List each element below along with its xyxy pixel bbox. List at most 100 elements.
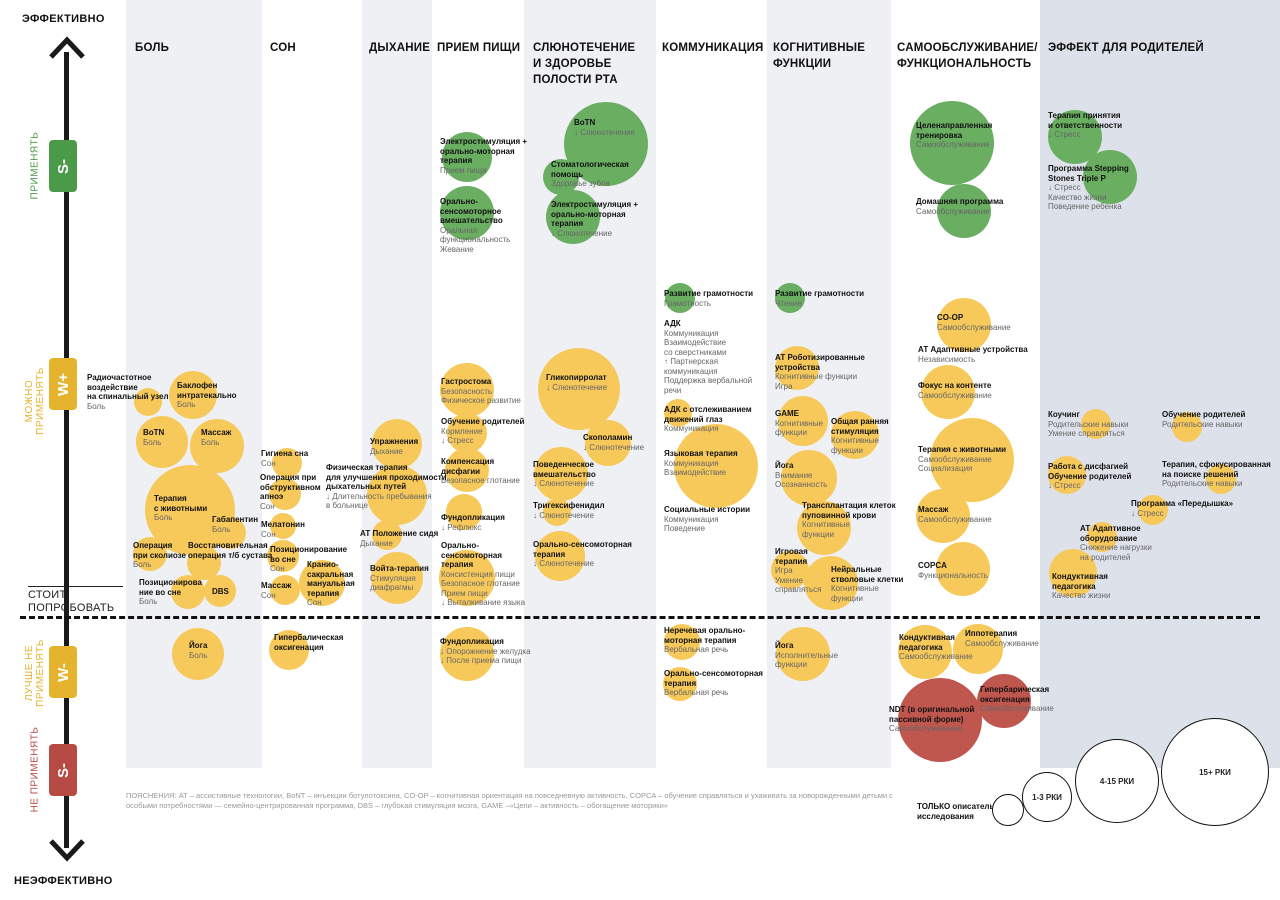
intervention-name: Целенаправленная тренировка — [916, 121, 993, 140]
intervention-name: Электростимуляция + орально-моторная тер… — [551, 200, 639, 228]
bubble-72 — [1138, 495, 1168, 525]
intervention-outcome: ↓ Опорожнение желудка ↓ После приема пищ… — [440, 646, 531, 666]
bubble-label-0: Радиочастотное воздействие на спинальный… — [87, 373, 169, 411]
bubble-label-52: Нейральные стволовые клетки Когнитивные ф… — [831, 565, 903, 603]
axis-top-label: ЭФФЕКТИВНО — [22, 13, 105, 25]
intervention-name: Трансплантация клеток пуповинной крови — [802, 501, 896, 520]
bubble-label-63: Иппотерапия Самообслуживание — [965, 629, 1039, 648]
threshold-dashed-line — [20, 616, 1260, 619]
intervention-name: Орально- сенсомоторное вмешательство — [440, 197, 503, 225]
intervention-outcome: ↓ Слюнотечение — [533, 559, 595, 568]
bubble-24 — [440, 363, 494, 417]
intervention-outcome: Боль — [177, 400, 196, 409]
bubble-label-38: Развитие грамотности Грамотность — [664, 289, 753, 308]
intervention-outcome: Прием пищи — [440, 165, 487, 175]
intervention-outcome: Когнитивные функции — [831, 584, 879, 603]
intervention-name: АДК с отслеживанием движений глаз — [664, 405, 752, 424]
intervention-name: Стоматологическая помощь — [551, 160, 629, 179]
level-label-do-not-apply: НЕ ПРИМЕНЯТЬ — [29, 726, 41, 813]
intervention-outcome: ↓ Рефлюкс — [441, 522, 482, 532]
intervention-name: Орально- сенсомоторная терапия — [441, 541, 502, 569]
intervention-name: Компенсация дисфагии — [441, 457, 495, 476]
bubble-label-58: Фокус на контенте Самообслуживание — [918, 381, 992, 400]
header-breathing: ДЫХАНИЕ — [369, 42, 431, 54]
bubble-label-43: Неречевая орально- моторная терапия Верба… — [664, 626, 745, 655]
bubble-62 — [898, 625, 952, 679]
intervention-name: АДК — [664, 319, 681, 328]
level-badge-weak-negative: W- — [49, 646, 77, 698]
intervention-name: Баклофен интратекально — [177, 381, 237, 400]
header-pain: БОЛЬ — [135, 42, 170, 54]
bubble-label-47: GAME Когнитивные функции — [775, 409, 823, 438]
intervention-outcome: Независимость — [918, 354, 976, 364]
intervention-outcome: Самообслуживание — [899, 652, 973, 661]
axis-arrow-up-icon — [49, 36, 85, 59]
intervention-outcome: Сон — [270, 564, 285, 573]
bubble-label-33: Гликопирролат ↓ Слюнотечение — [546, 373, 607, 392]
intervention-name: NDT (в оригинальной пассивной форме) — [889, 705, 975, 724]
header-eating: ПРИЕМ ПИЩИ — [437, 42, 521, 54]
intervention-name: Йога — [775, 641, 794, 650]
intervention-outcome: Родительские навыки — [1162, 479, 1243, 488]
bubble-label-69: Обучение родителей Родительские навыки — [1162, 410, 1245, 429]
bubble-label-62: Кондуктивная педагогика Самообслуживание — [899, 633, 973, 662]
bubble-26 — [445, 448, 489, 492]
header-saliva: СЛЮНОТЕЧЕНИЕ И ЗДОРОВЬЕ ПОЛОСТИ РТА — [533, 42, 636, 86]
intervention-outcome: Боль — [212, 524, 231, 534]
header-communication: КОММУНИКАЦИЯ — [662, 42, 764, 54]
bubble-37 — [535, 531, 585, 581]
intervention-name: Фокус на контенте — [918, 381, 992, 390]
header-selfcare: САМООБСЛУЖИВАНИЕ/ ФУНКЦИОНАЛЬНОСТЬ — [897, 42, 1038, 70]
bubble-label-2: BoTN Боль — [143, 428, 164, 447]
intervention-outcome: Стимуляция диафрагмы — [370, 573, 416, 593]
intervention-name: Йога — [189, 641, 208, 650]
intervention-outcome: Самообслуживание — [965, 638, 1039, 648]
bubble-label-27: Фундопликация ↓ Рефлюкс — [441, 513, 505, 532]
intervention-outcome: Коммуникация Взаимодействие — [664, 458, 727, 478]
bubble-71 — [1206, 464, 1236, 494]
intervention-name: Упражнения — [370, 437, 419, 446]
intervention-name: Гликопирролат — [546, 373, 607, 382]
bubble-41 — [674, 424, 758, 508]
bubble-label-45: Развитие грамотности Чтение — [775, 289, 864, 308]
intervention-outcome: ↓ Стресс Качество жизни Поведение ребенк… — [1048, 183, 1122, 211]
intervention-name: Гастростома — [441, 377, 492, 386]
intervention-name: CO-OP — [937, 313, 964, 322]
level-label-can-apply: МОЖНО ПРИМЕНЯТЬ — [24, 367, 46, 435]
level-badge-strong-positive: S- — [49, 140, 77, 192]
bubble-label-72: Программа «Передышка» ↓ Стресс — [1131, 499, 1233, 518]
level-badge-weak-positive: W+ — [49, 358, 77, 410]
bubble-label-51: Игровая терапия Игра Умение справляться — [775, 547, 821, 595]
bubble-40 — [664, 399, 692, 427]
intervention-name: Коучинг — [1048, 410, 1080, 419]
bubble-label-36: Тригексифенидил ↓ Слюнотечение — [533, 501, 605, 520]
intervention-name: Обучение родителей — [441, 417, 525, 426]
intervention-outcome: Родительские навыки — [1162, 419, 1243, 429]
intervention-name: Йога — [775, 461, 794, 470]
intervention-outcome: Снижение нагрузки на родителей — [1080, 543, 1152, 562]
bubble-label-28: Орально- сенсомоторная терапия Консистенц… — [441, 541, 525, 608]
intervention-name: Тригексифенидил — [533, 501, 605, 510]
intervention-outcome: Безопасное глотание — [441, 476, 521, 485]
intervention-outcome: Дыхание — [360, 538, 393, 548]
intervention-outcome: Функциональность — [918, 570, 988, 580]
intervention-outcome: ↓ Стресс — [1048, 481, 1081, 490]
bubble-6 — [133, 537, 167, 571]
bubble-32 — [546, 190, 600, 244]
intervention-outcome: Кормление ↓ Стресс — [441, 426, 483, 446]
intervention-outcome: Коммуникация Взаимодействие со сверстник… — [664, 328, 753, 395]
bubble-label-24: Гастростома Безопасность Физическое разви… — [441, 377, 521, 406]
intervention-outcome: Боль — [133, 560, 152, 569]
axis-line — [64, 52, 69, 848]
intervention-name: DBS — [212, 587, 229, 596]
legend-circle-15plus: 15+ РКИ — [1161, 718, 1269, 826]
intervention-outcome: ↓ Длительность пребывания в больнице — [326, 491, 432, 511]
level-label-better-not: ЛУЧШЕ НЕ ПРИМЕНЯТЬ — [24, 639, 46, 707]
intervention-name: Социальные истории — [664, 505, 751, 514]
intervention-name: Кондуктивная педагогика — [1052, 572, 1108, 591]
bubble-1 — [169, 371, 217, 419]
legend-circle-descriptive — [992, 794, 1024, 826]
bubble-65 — [977, 674, 1031, 728]
intervention-outcome: Качество жизни — [1052, 591, 1111, 600]
intervention-outcome: Чтение — [775, 298, 802, 308]
